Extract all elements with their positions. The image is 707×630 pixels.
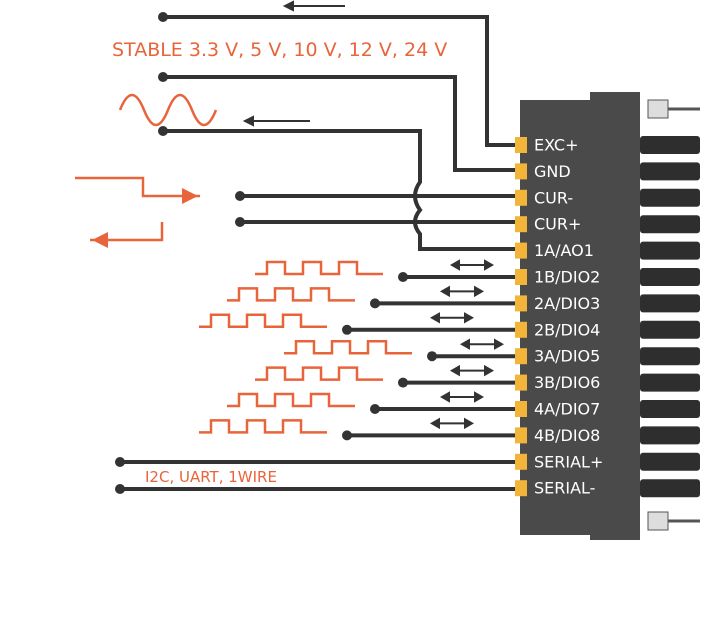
pin-body — [640, 241, 700, 260]
pin-body — [640, 452, 700, 471]
bidir-arrow — [439, 285, 485, 298]
bidir-arrow — [429, 312, 475, 324]
pin-label: SERIAL- — [534, 479, 595, 498]
wires — [75, 0, 515, 494]
pin-pad — [515, 480, 527, 497]
pin-label: 3B/DIO6 — [534, 373, 600, 392]
voltage-note: STABLE 3.3 V, 5 V, 10 V, 12 V, 24 V — [112, 39, 447, 61]
pin-label: SERIAL+ — [534, 452, 603, 471]
pin-pad — [515, 242, 527, 259]
bidir-arrow — [439, 391, 485, 403]
pin-pad — [515, 269, 527, 285]
pin-label: 1B/DIO2 — [534, 268, 600, 287]
square-wave — [227, 392, 355, 408]
pin-body — [640, 347, 700, 366]
pin-pad — [515, 374, 527, 391]
pin-body — [640, 268, 700, 286]
serial-note: I2C, UART, 1WIRE — [145, 468, 277, 486]
connector — [520, 92, 700, 540]
pin-body — [640, 162, 700, 181]
pin-body — [640, 426, 700, 445]
pin-label: 3A/DIO5 — [534, 347, 600, 366]
pin-body — [640, 136, 700, 154]
square-wave — [199, 313, 327, 329]
wire-dot — [427, 351, 437, 362]
pin-pad — [515, 348, 527, 365]
pin-body — [640, 294, 700, 313]
square-wave — [199, 419, 327, 434]
pin-pad — [515, 321, 527, 338]
square-wave — [255, 260, 383, 276]
wire-dot — [370, 404, 380, 414]
square-wave — [227, 287, 355, 302]
wire-dot — [398, 377, 408, 388]
wire-dot — [342, 324, 352, 335]
pin-label: EXC+ — [534, 136, 578, 155]
pin-label: CUR- — [534, 188, 573, 207]
bidir-arrow — [459, 338, 505, 350]
bidir-arrow — [429, 417, 475, 430]
pin-body — [640, 215, 700, 234]
wire-dot — [342, 430, 352, 441]
pin-label: 4A/DIO7 — [534, 400, 600, 419]
square-wave — [284, 339, 412, 355]
pin-pad — [515, 295, 527, 312]
pin-pad — [515, 163, 527, 180]
pin-body — [640, 188, 700, 207]
pin-pad — [515, 401, 527, 417]
pin-label: GND — [534, 162, 571, 181]
pin-pad — [515, 137, 527, 153]
pin-label: CUR+ — [534, 215, 581, 234]
pin-body — [640, 479, 700, 498]
pin-label: 1A/AO1 — [534, 241, 594, 260]
pin-body — [640, 400, 700, 418]
pins: EXC+ GND CUR- CUR+ 1A/AO1 1B/DIO2 2A/DIO3 2B/DI… — [515, 136, 700, 498]
pin-label: 2B/DIO4 — [534, 320, 600, 339]
pin-pad — [515, 453, 527, 470]
pin-pad — [515, 427, 527, 444]
square-wave — [255, 366, 383, 381]
wire-dot — [398, 272, 408, 282]
pin-pad — [515, 189, 527, 206]
bidir-arrow — [449, 259, 495, 271]
pin-body — [640, 320, 700, 339]
pin-body — [640, 373, 700, 392]
bidir-arrow — [449, 364, 495, 377]
pin-pad — [515, 216, 527, 233]
pin-label: 2A/DIO3 — [534, 294, 600, 313]
pin-label: 4B/DIO8 — [534, 426, 600, 445]
wire-dot — [370, 298, 380, 309]
